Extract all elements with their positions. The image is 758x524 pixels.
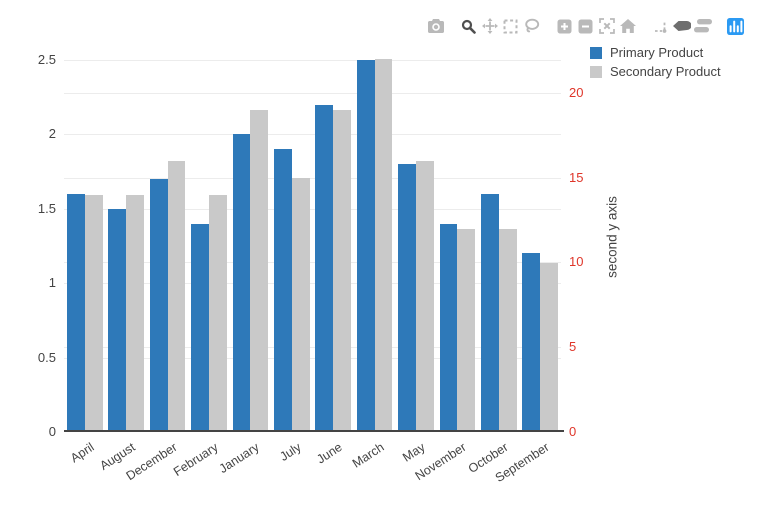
modebar-spikelines-button[interactable]: [650, 16, 671, 36]
primary-bar-november[interactable]: [439, 223, 458, 432]
modebar-plotly-logo-button[interactable]: [725, 16, 746, 36]
pan-arrows-icon: [481, 18, 498, 34]
y2-tick-label: 0: [569, 424, 577, 439]
x-axis-line: [64, 430, 564, 432]
gridline: [64, 177, 561, 179]
y1-tick-label: 2: [48, 126, 56, 142]
legend-item-primary-product[interactable]: Primary Product: [590, 43, 721, 62]
primary-bar-march[interactable]: [356, 59, 375, 432]
x-tick-label: March: [349, 440, 387, 471]
modebar: [425, 15, 746, 37]
plotly-logo-icon: [727, 17, 744, 35]
secondary-bar-june[interactable]: [333, 109, 351, 432]
hover-compare-icon: [693, 19, 712, 33]
y1-tick-label: 0: [48, 424, 56, 439]
secondary-bar-december[interactable]: [167, 160, 186, 432]
secondary-bar-march[interactable]: [374, 59, 393, 432]
legend-item-secondary-product[interactable]: Secondary Product: [590, 62, 721, 81]
spikelines-icon: [653, 18, 669, 34]
legend-label: Primary Product: [610, 45, 704, 60]
home-icon: [619, 18, 636, 34]
gridline: [64, 262, 561, 264]
primary-bar-september[interactable]: [522, 253, 541, 432]
secondary-bar-may[interactable]: [416, 160, 434, 432]
zoom-in-icon: [557, 19, 572, 34]
legend-label: Secondary Product: [610, 64, 721, 79]
modebar-zoom-out-button[interactable]: [575, 16, 596, 36]
secondary-bar-february[interactable]: [208, 194, 227, 432]
gridline: [64, 92, 561, 94]
magnifier-icon: [461, 19, 476, 34]
y1-tick-label: 1: [48, 275, 56, 291]
y1-tick-label: 0.5: [37, 349, 56, 365]
primary-bar-june[interactable]: [315, 104, 334, 432]
y2-tick-label: 10: [569, 254, 584, 270]
primary-bar-july[interactable]: [273, 149, 292, 432]
autoscale-icon: [598, 18, 615, 34]
primary-bar-may[interactable]: [398, 164, 417, 432]
x-tick-label: May: [400, 440, 428, 465]
gridline: [64, 134, 561, 136]
box-select-icon: [503, 19, 518, 34]
primary-bar-october[interactable]: [481, 193, 499, 432]
hover-closest-icon: [672, 21, 691, 31]
modebar-zoom-button[interactable]: [458, 16, 479, 36]
modebar-pan-button[interactable]: [479, 16, 500, 36]
y2-tick-label: 5: [569, 339, 577, 355]
y1-tick-label: 1.5: [37, 200, 56, 216]
primary-bar-february[interactable]: [191, 223, 209, 432]
secondary-bar-april[interactable]: [84, 194, 103, 432]
modebar-camera-button[interactable]: [425, 16, 446, 36]
primary-bar-january[interactable]: [232, 134, 251, 432]
y1-tick-label: 2.5: [37, 51, 56, 67]
secondary-bar-november[interactable]: [457, 228, 476, 432]
x-tick-label: June: [314, 440, 345, 467]
secondary-bar-july[interactable]: [291, 177, 310, 432]
primary-series-swatch-icon: [590, 46, 602, 59]
gridline: [64, 347, 561, 349]
x-tick-label: February: [170, 440, 221, 479]
modebar-hover-closest-button[interactable]: [671, 16, 692, 36]
gridline: [64, 357, 561, 359]
y2-tick-label: 20: [569, 84, 584, 100]
camera-icon: [427, 19, 444, 33]
x-tick-label: January: [217, 440, 262, 476]
modebar-box-select-button[interactable]: [500, 16, 521, 36]
modebar-reset-axes-button[interactable]: [617, 16, 638, 36]
secondary-bar-august[interactable]: [126, 194, 144, 432]
secondary-bar-september[interactable]: [540, 262, 559, 432]
legend: Primary Product Secondary Product: [590, 43, 721, 81]
x-tick-label: July: [277, 440, 304, 464]
plot-area[interactable]: [64, 45, 561, 432]
primary-bar-august[interactable]: [108, 208, 127, 432]
secondary-series-swatch-icon: [590, 65, 602, 78]
lasso-icon: [524, 18, 540, 34]
x-tick-label: April: [67, 440, 97, 466]
y2-tick-label: 15: [569, 169, 584, 185]
modebar-zoom-in-button[interactable]: [554, 16, 575, 36]
gridline: [64, 208, 561, 210]
modebar-lasso-select-button[interactable]: [521, 16, 542, 36]
primary-bar-april[interactable]: [66, 193, 85, 432]
modebar-hover-compare-button[interactable]: [692, 16, 713, 36]
secondary-bar-october[interactable]: [498, 228, 517, 432]
secondary-bar-january[interactable]: [250, 109, 269, 432]
modebar-autoscale-button[interactable]: [596, 16, 617, 36]
zoom-out-icon: [578, 19, 593, 34]
gridline: [64, 59, 561, 61]
secondary-y-axis-title: second y axis: [604, 196, 620, 278]
primary-bar-december[interactable]: [149, 178, 168, 432]
gridline: [64, 283, 561, 285]
